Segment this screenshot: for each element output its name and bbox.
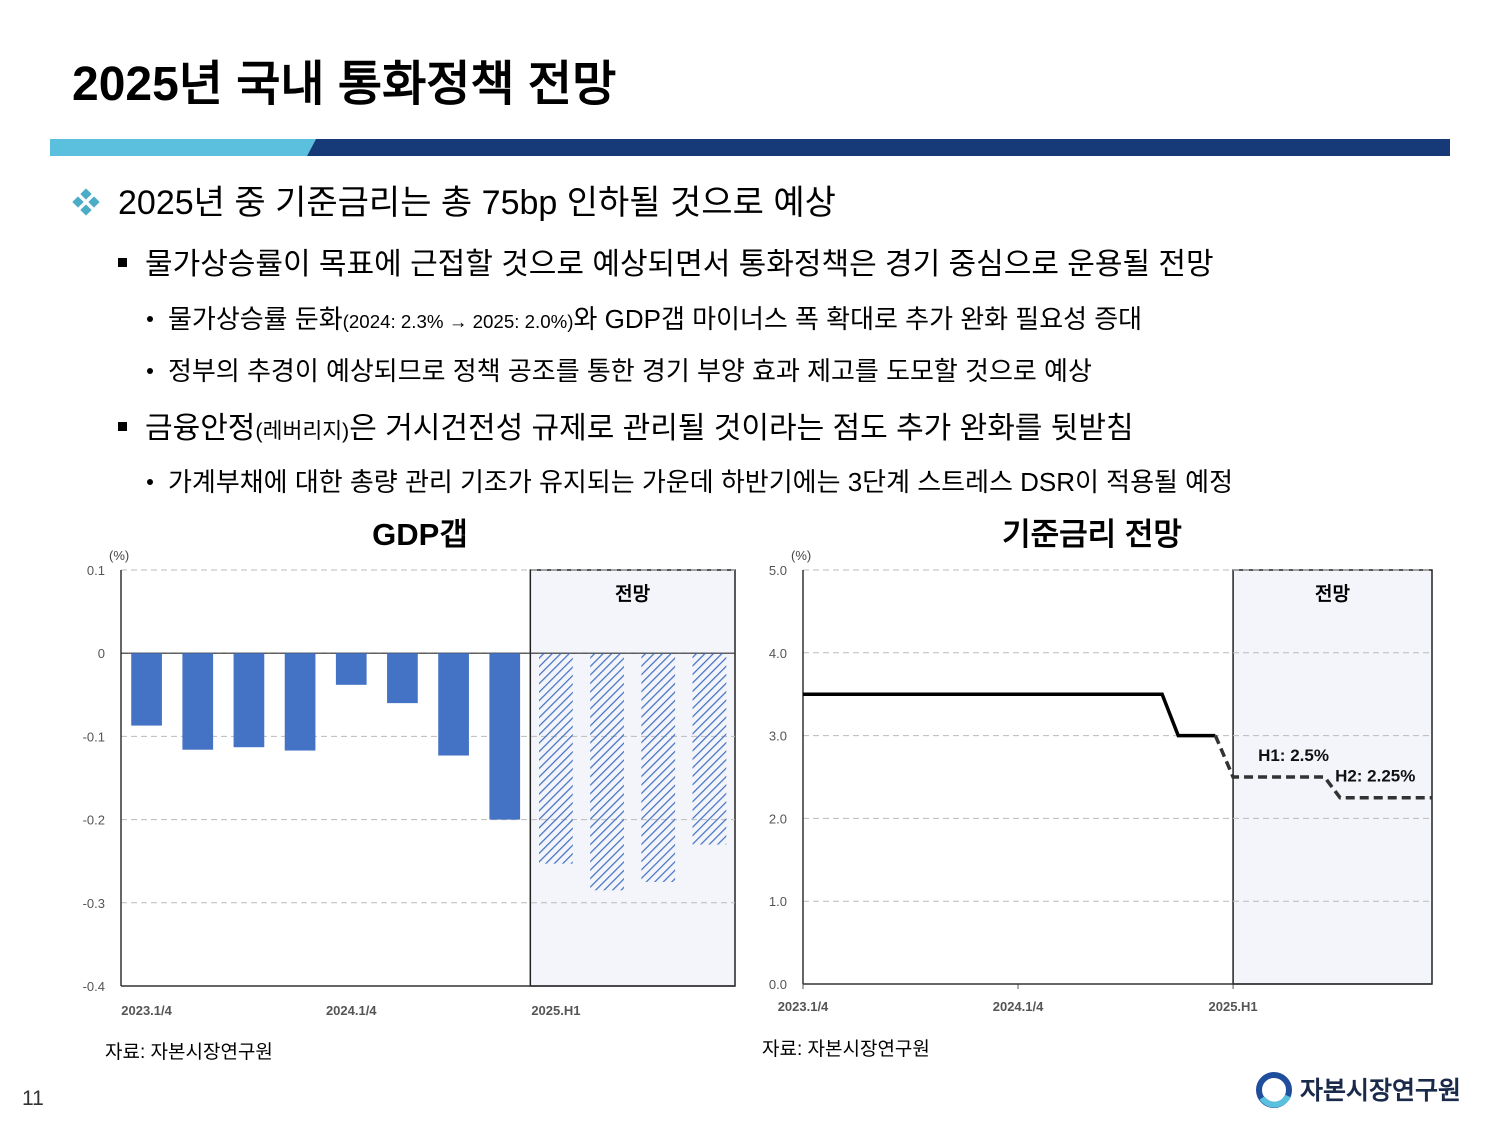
bullet-diamond [80,188,92,200]
x-tick-label: 2025.H1 [531,1003,580,1018]
bar [233,653,265,748]
y-tick-label: 0.1 [87,563,105,578]
bullet-diamond [88,196,100,208]
bar [131,653,162,726]
bullet-text-part: (레버리지) [255,418,349,443]
x-tick-label: 2024.1/4 [993,999,1044,1014]
x-tick-label: 2025.H1 [1209,999,1258,1014]
bullet-dot [147,368,153,374]
chart-title: 기준금리 전망 [1002,517,1182,552]
bar [284,653,316,751]
bullet-text-part: 가계부채에 대한 총량 관리 기조가 유지되는 가운데 하반기에는 3단계 스트… [168,467,1233,497]
title-bar-accent [50,139,316,156]
y-tick-label: 5.0 [769,563,787,578]
y-axis-unit: (%) [791,548,811,563]
bullet-square [118,422,127,431]
y-tick-label: -0.3 [83,896,105,911]
y-tick-label: 0.0 [769,977,787,992]
bar [539,653,573,864]
bullet-text: 물가상승률이 목표에 근접할 것으로 예상되면서 통화정책은 경기 중심으로 운… [145,248,1214,281]
bullet-diamond [72,196,84,208]
x-tick-label: 2023.1/4 [778,999,829,1014]
x-tick-label: 2023.1/4 [121,1003,172,1018]
forecast-label: 전망 [615,583,650,605]
y-tick-label: 2.0 [769,811,787,826]
bullet-dot [147,316,153,322]
logo-text: 자본시장연구원 [1300,1077,1461,1105]
bullet-text-part: 2025년 중 기준금리는 총 75bp 인하될 것으로 예상 [118,184,836,222]
bullet-text: 물가상승률 둔화(2024: 2.3% → 2025: 2.0%)와 GDP갭 … [168,304,1142,334]
y-tick-label: 3.0 [769,729,787,744]
title-bar [307,139,1450,156]
y-tick-label: -0.4 [83,979,105,994]
bullet-dot [147,479,153,485]
bullet-text-part: 은 거시건전성 규제로 관리될 것이라는 점도 추가 완화를 뒷받침 [349,412,1133,445]
y-tick-label: 0 [98,646,105,661]
chart-source: 자료: 자본시장연구원 [762,1038,930,1060]
rate-line [803,692,1216,738]
bar [335,653,367,685]
bullet-text-part: 물가상승률이 목표에 근접할 것으로 예상되면서 통화정책은 경기 중심으로 운… [145,248,1214,281]
bar [692,653,727,845]
bar [489,653,521,820]
page-number: 11 [22,1087,44,1110]
value-label: H1: 2.5% [1258,746,1329,765]
logo-icon [1256,1072,1292,1108]
bullet-text: 가계부채에 대한 총량 관리 기조가 유지되는 가운데 하반기에는 3단계 스트… [168,467,1233,497]
bar [438,653,469,756]
bullet-text-part: 와 GDP갭 마이너스 폭 확대로 추가 완화 필요성 증대 [573,304,1142,334]
value-label: H2: 2.25% [1335,767,1415,786]
y-tick-label: 1.0 [769,894,787,909]
bullet-text: 정부의 추경이 예상되므로 정책 공조를 통한 경기 부양 효과 제고를 도모할… [168,356,1092,386]
bar [641,653,676,882]
bullet-text: 금융안정(레버리지)은 거시건전성 규제로 관리될 것이라는 점도 추가 완화를… [145,412,1134,445]
chart-title: GDP갭 [372,517,468,552]
bullet-text: 2025년 중 기준금리는 총 75bp 인하될 것으로 예상 [118,184,836,222]
x-tick-label: 2024.1/4 [326,1003,377,1018]
y-axis-unit: (%) [109,548,129,563]
y-tick-label: -0.2 [83,813,105,828]
slide-title: 2025년 국내 통화정책 전망 [72,58,616,111]
bar [590,653,624,891]
bullet-square [118,258,127,267]
chart-source: 자료: 자본시장연구원 [105,1041,273,1063]
bar [387,653,418,704]
bar [182,653,214,750]
bullet-text-part: 정부의 추경이 예상되므로 정책 공조를 통한 경기 부양 효과 제고를 도모할… [168,356,1092,386]
bullet-text-part: 물가상승률 둔화 [168,304,343,334]
y-tick-label: -0.1 [83,729,105,744]
bullet-text-part: 금융안정 [145,412,255,445]
rate-line [1213,734,1432,800]
bullet-text-part: (2024: 2.3% → 2025: 2.0%) [343,311,574,332]
bullet-diamond [80,204,92,216]
forecast-label: 전망 [1315,583,1350,605]
y-tick-label: 4.0 [769,646,787,661]
